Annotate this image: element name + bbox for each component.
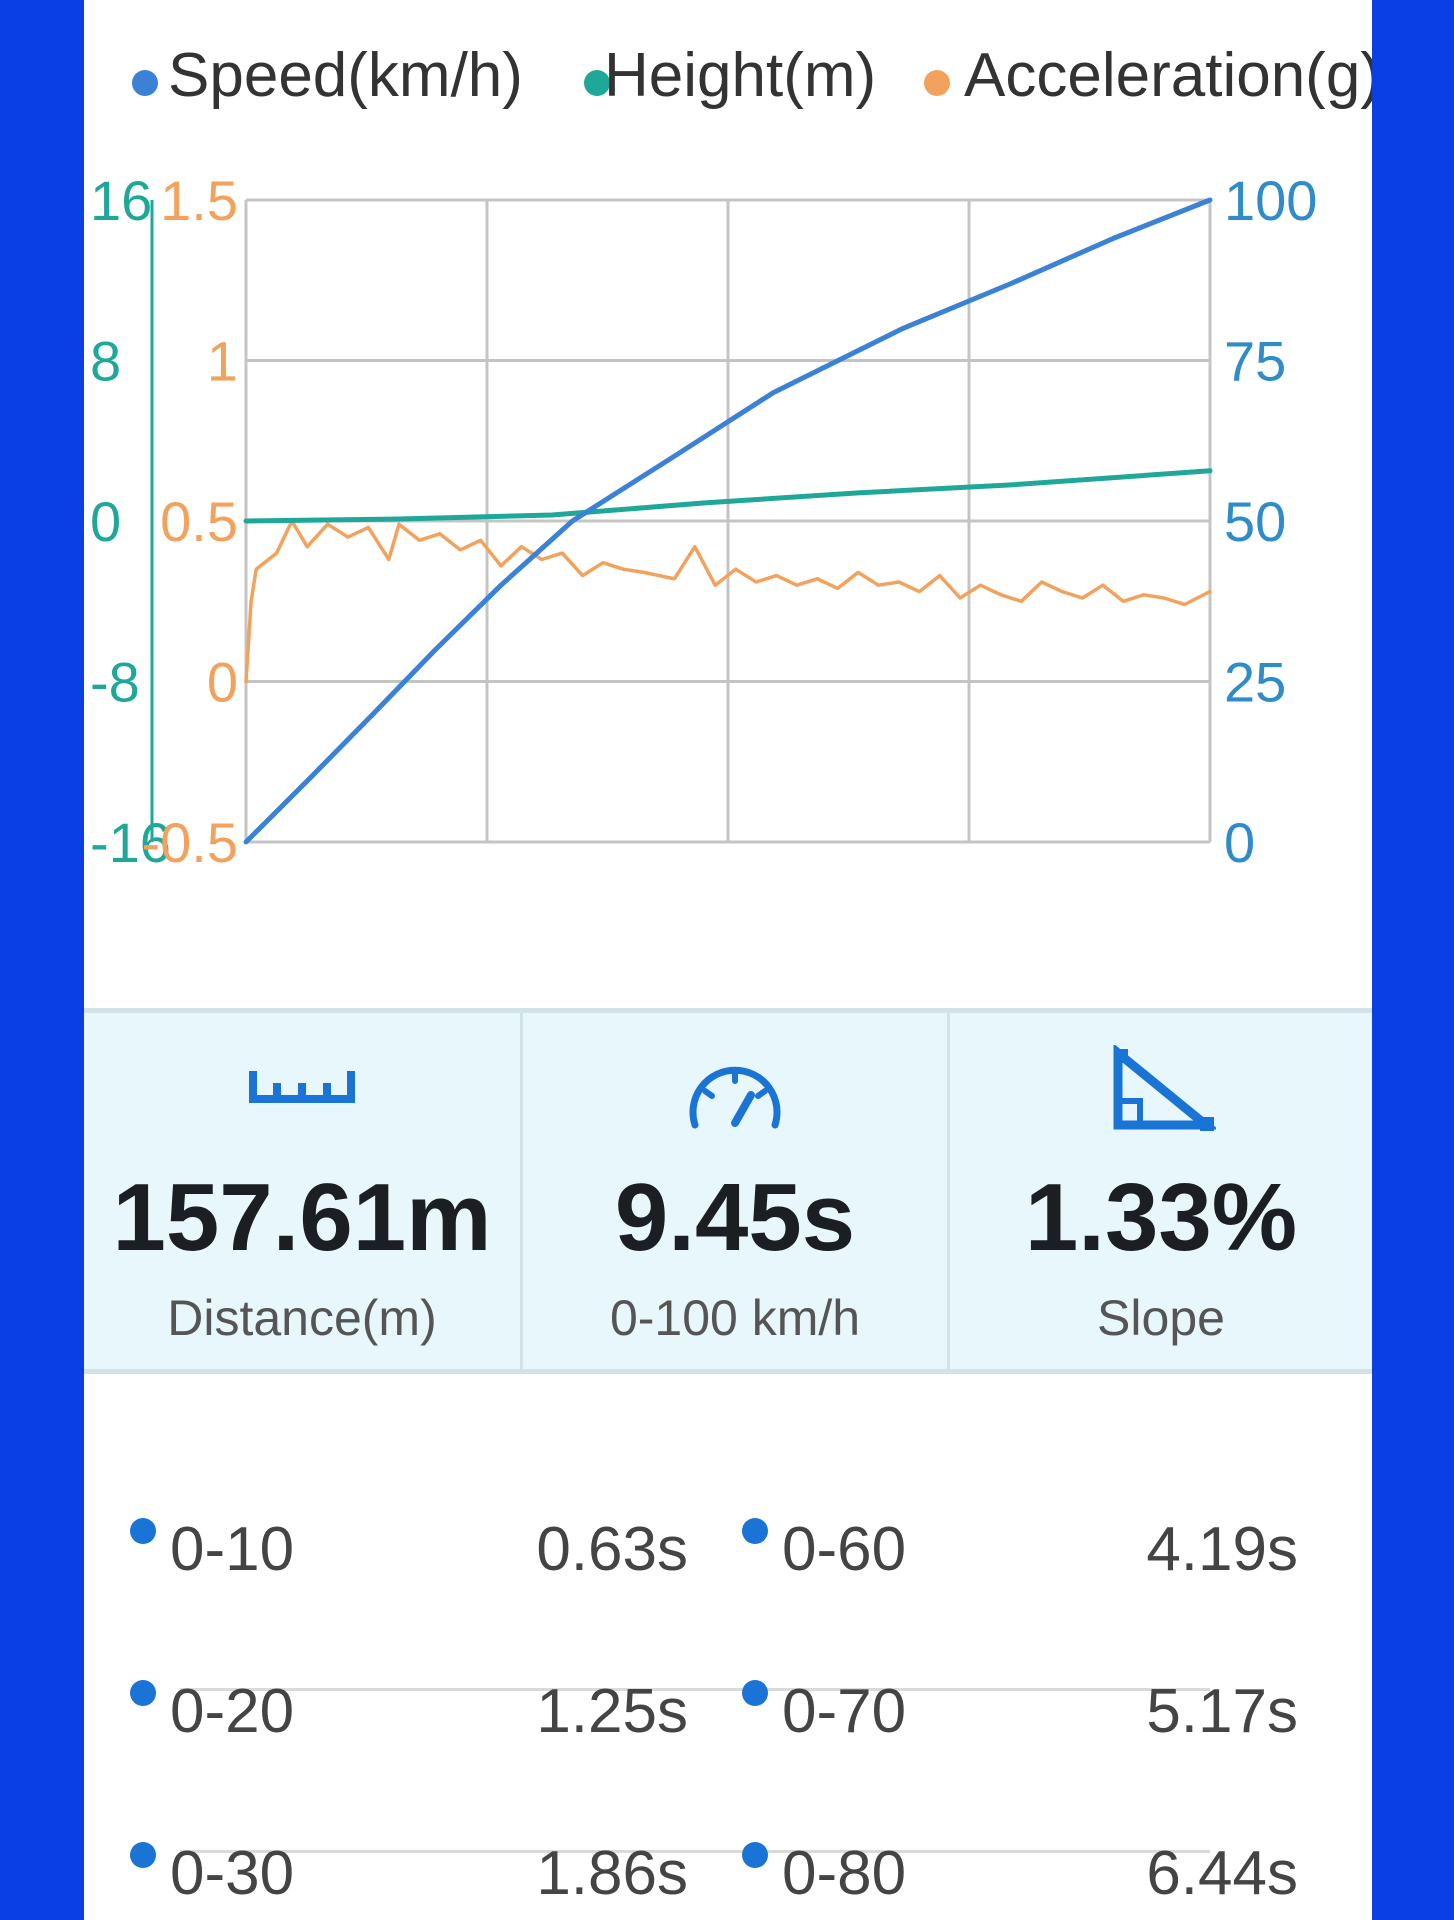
legend-label-speed: Speed(km/h) [168,41,523,110]
performance-chart: 16 8 0 -8 -16 1.5 1 0.5 0 -0.5 100 75 50 25 0 [90,169,1317,874]
series-line-speed-km-h [243,197,1213,845]
stat-distance: 157.61m Distance(m) [84,1013,520,1369]
bullet-icon [742,1518,768,1544]
stats-divider [947,1013,950,1369]
legend-dot-speed [132,70,158,96]
acceleration-axis-tick: 1 [207,330,238,393]
speed-axis-tick: 50 [1224,490,1286,553]
stats-divider [520,1013,523,1369]
bullet-icon [130,1518,156,1544]
split-range: 0-30 [170,1839,295,1908]
acceleration-axis-tick: 0 [207,651,238,714]
stat-zero-to-hundred: 9.45s 0-100 km/h [523,1013,947,1369]
bullet-icon [742,1680,768,1706]
height-axis-tick: 8 [90,330,121,393]
chart-legend: Speed(km/h) Height(m) Acceleration(g) [124,28,1372,118]
split-time: 6.44s [1146,1839,1298,1908]
bullet-icon [742,1842,768,1868]
stat-distance-caption: Distance(m) [167,1290,437,1346]
results-panel: Speed(km/h) Height(m) Acceleration(g) 16… [84,0,1372,1920]
speedometer-icon [685,1053,785,1138]
height-axis-tick: 0 [90,490,121,553]
split-time: 5.17s [1146,1677,1298,1746]
stat-distance-value: 157.61m [112,1164,492,1271]
ruler-icon [247,1053,357,1118]
split-time: 4.19s [1146,1515,1298,1584]
split-row: 0-20 1.25s 0-70 5.17s [84,1662,1372,1853]
split-times: 0-10 0.63s 0-60 4.19s 0-20 1.25s 0-70 5.… [84,1400,1372,1920]
height-axis-tick: -8 [90,651,140,714]
stat-slope: 1.33% Slope [950,1013,1372,1369]
bullet-icon [130,1842,156,1868]
height-axis-tick: -16 [90,811,171,874]
stat-slope-value: 1.33% [1024,1164,1298,1271]
legend-dot-acceleration [924,70,950,96]
acceleration-axis-tick: 1.5 [160,169,238,232]
split-range: 0-20 [170,1677,295,1746]
legend-label-acceleration: Acceleration(g) [964,41,1372,110]
split-range: 0-10 [170,1515,295,1584]
split-row: 0-10 0.63s 0-60 4.19s [84,1500,1372,1691]
legend-dot-height [584,70,610,96]
speed-axis-tick: 25 [1224,651,1286,714]
stat-slope-caption: Slope [1097,1290,1225,1346]
row-divider [180,1688,1210,1691]
stats-bar: 157.61m Distance(m) 9.45s 0-100 km/h [84,1008,1372,1374]
speed-axis-tick: 100 [1224,169,1317,232]
split-range: 0-70 [782,1677,907,1746]
acceleration-axis-tick: -0.5 [142,811,239,874]
split-time: 1.86s [536,1839,688,1908]
split-time: 1.25s [536,1677,688,1746]
bullet-icon [130,1680,156,1706]
split-row: 0-30 1.86s 0-80 6.44s [84,1824,1372,1920]
speed-axis-tick: 0 [1224,811,1255,874]
legend-label-height: Height(m) [604,41,877,110]
acceleration-axis-tick: 0.5 [160,490,238,553]
height-axis-tick: 16 [90,169,152,232]
split-time: 0.63s [536,1515,688,1584]
speed-axis-tick: 75 [1224,330,1286,393]
stat-zero-to-hundred-value: 9.45s [614,1164,856,1271]
split-range: 0-80 [782,1839,907,1908]
slope-icon [1106,1043,1219,1140]
series-line-acceleration-g [244,519,1212,684]
stat-zero-to-hundred-caption: 0-100 km/h [609,1290,861,1346]
series-line-height-m [243,468,1213,524]
row-divider [180,1850,1210,1853]
split-range: 0-60 [782,1515,907,1584]
